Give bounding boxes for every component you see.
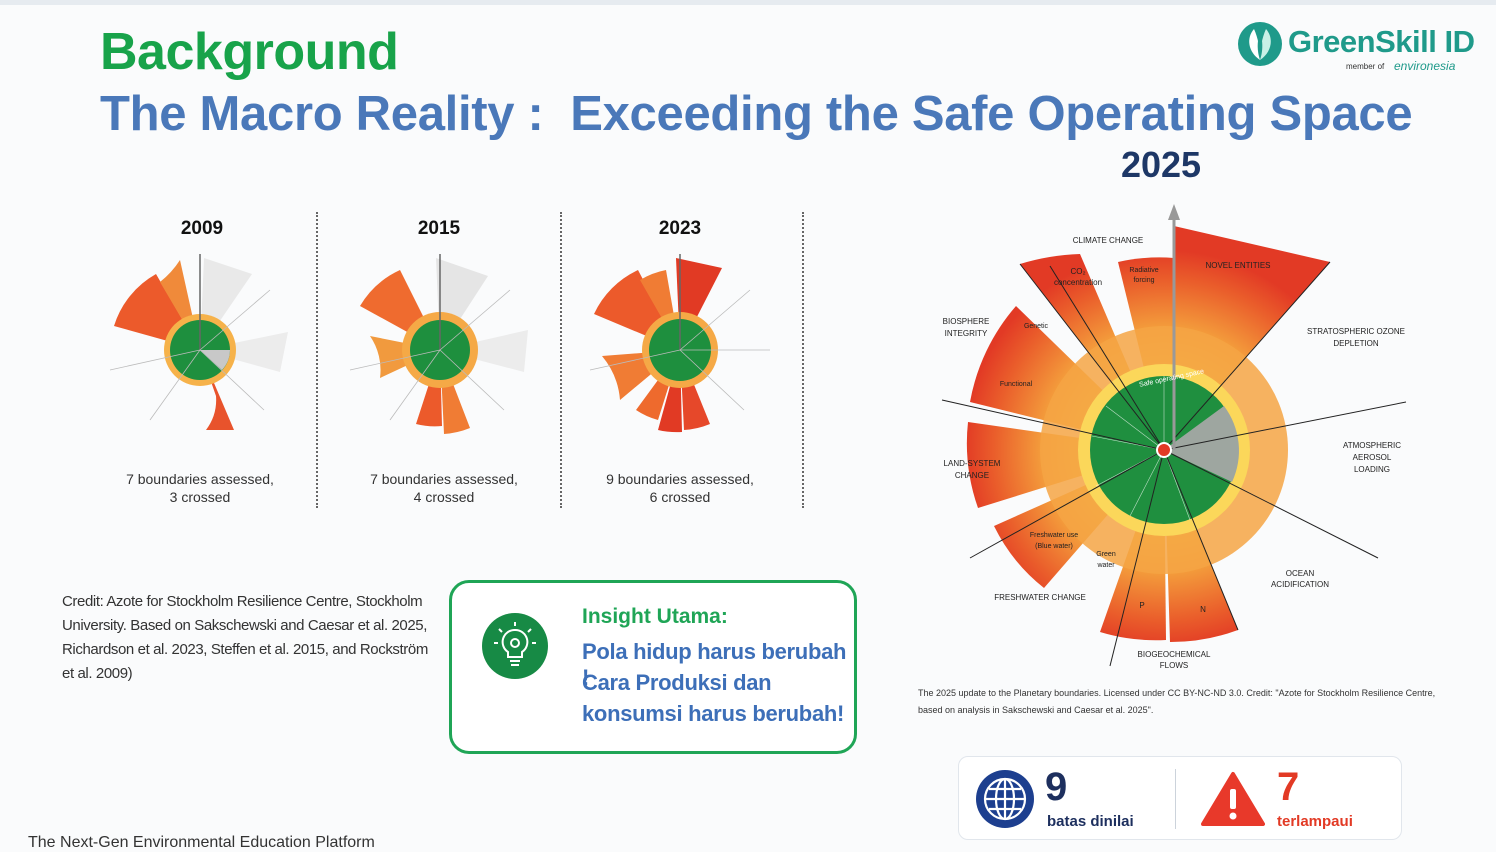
label-ocean-2: ACIDIFICATION [1271, 580, 1329, 589]
planetary-boundaries-2025-chart: CLIMATE CHANGE CO₂ concentration Radiati… [941, 204, 1407, 670]
greenskill-logo: GreenSkill ID member of environesia [1236, 18, 1476, 82]
label-land-system-2: CHANGE [955, 471, 989, 480]
boundary-chart-2023 [589, 254, 770, 433]
label-land-system-1: LAND-SYSTEM [944, 459, 1001, 468]
boundary-chart-2009 [109, 254, 288, 430]
boundary-chart-2015 [349, 254, 528, 434]
label-aerosol-1: ATMOSPHERIC [1343, 441, 1401, 450]
label-biogeochemical-1: BIOGEOCHEMICAL [1138, 650, 1211, 659]
insight-title: Insight Utama: [582, 605, 728, 628]
label-nitrogen: N [1200, 605, 1206, 614]
label-genetic: Genetic [1024, 323, 1049, 330]
stat-assessed-value: 9 [1045, 765, 1068, 809]
label-radiative: Radiative [1129, 267, 1158, 274]
top-bar [0, 0, 1496, 5]
chart-divider [802, 212, 804, 508]
logo-member-prefix: member of [1346, 62, 1385, 71]
mini-chart-year-2023: 2023 [658, 218, 702, 239]
mini-caption-2015-line1: 7 boundaries assessed, [370, 471, 518, 487]
label-aerosol-3: LOADING [1354, 465, 1390, 474]
grey-wedge-aerosol [200, 332, 288, 372]
divider-lines [349, 289, 511, 421]
label-biogeochemical-2: FLOWS [1160, 661, 1188, 670]
leaf-logo-icon [1238, 22, 1282, 66]
mini-chart-year-2009: 2009 [180, 218, 224, 239]
label-green-water-1: Green [1096, 551, 1116, 558]
label-blue-water-2: (Blue water) [1035, 543, 1073, 550]
boundary-dividers [941, 261, 1407, 667]
mini-caption-2015-line2: 4 crossed [413, 489, 475, 505]
lightbulb-gear-icon [482, 613, 548, 679]
label-co2: CO₂ [1070, 267, 1085, 276]
label-climate-change: CLIMATE CHANGE [1073, 236, 1144, 245]
insight-line-1: Pola hidup harus berubah ! [582, 639, 847, 690]
slide-title: Background [100, 23, 399, 81]
label-aerosol-2: AEROSOL [1353, 453, 1392, 462]
label-blue-water-1: Freshwater use [1030, 532, 1078, 539]
mini-caption-2023-line2: 6 crossed [649, 489, 711, 505]
label-co2-concentration: concentration [1054, 278, 1102, 287]
stat-assessed-label: batas dinilai [1047, 813, 1134, 830]
axis-arrow [1168, 204, 1180, 450]
label-ocean-1: OCEAN [1286, 569, 1315, 578]
divider-lines [589, 289, 770, 411]
label-ozone-1: STRATOSPHERIC OZONE [1307, 327, 1405, 336]
stat-crossed-label: terlampaui [1277, 813, 1353, 830]
divider-lines [109, 289, 271, 421]
warning-icon [1201, 772, 1265, 826]
grey-wedge-aerosol [440, 330, 528, 372]
current-position-marker [1156, 442, 1172, 458]
label-freshwater-change: FRESHWATER CHANGE [994, 593, 1086, 602]
footer-tagline: The Next-Gen Environmental Education Pla… [28, 834, 375, 851]
label-green-water-2: water [1096, 562, 1115, 569]
mini-chart-year-2015: 2015 [417, 218, 461, 239]
label-ozone-2: DEPLETION [1333, 339, 1379, 348]
label-radiative-forcing: forcing [1133, 277, 1154, 284]
chart-divider [316, 212, 318, 508]
stats-separator [1175, 769, 1176, 829]
insight-line-3: konsumsi harus berubah! [582, 701, 845, 726]
slide-subtitle: The Macro Reality : Exceeding the Safe O… [100, 87, 1413, 141]
label-phosphorus: P [1139, 601, 1144, 610]
chart-divider [560, 212, 562, 508]
mini-caption-2023-line1: 9 boundaries assessed, [606, 471, 754, 487]
logo-member-org: environesia [1394, 59, 1456, 73]
grey-slice [200, 350, 230, 370]
label-biosphere-1: BIOSPHERE [943, 317, 990, 326]
big-chart-credit: The 2025 update to the Planetary boundar… [918, 688, 1436, 715]
logo-name: GreenSkill ID [1288, 24, 1475, 59]
globe-icon [976, 770, 1034, 828]
insight-box: Insight Utama: Pola hidup harus berubah … [449, 580, 857, 754]
big-chart-year: 2025 [1120, 144, 1202, 185]
label-novel-entities: NOVEL ENTITIES [1205, 261, 1270, 270]
stat-crossed-value: 7 [1277, 765, 1300, 809]
insight-line-2: Cara Produksi dan [582, 670, 772, 695]
image-credit: Credit: Azote for Stockholm Resilience C… [62, 593, 428, 682]
mini-caption-2009-line1: 7 boundaries assessed, [126, 471, 274, 487]
mini-caption-2009-line2: 3 crossed [169, 489, 231, 505]
label-functional: Functional [1000, 381, 1033, 388]
stats-panel: 9 batas dinilai 7 terlampaui [958, 756, 1402, 840]
grey-sector-aerosol [1164, 406, 1239, 482]
label-biosphere-2: INTEGRITY [945, 329, 988, 338]
